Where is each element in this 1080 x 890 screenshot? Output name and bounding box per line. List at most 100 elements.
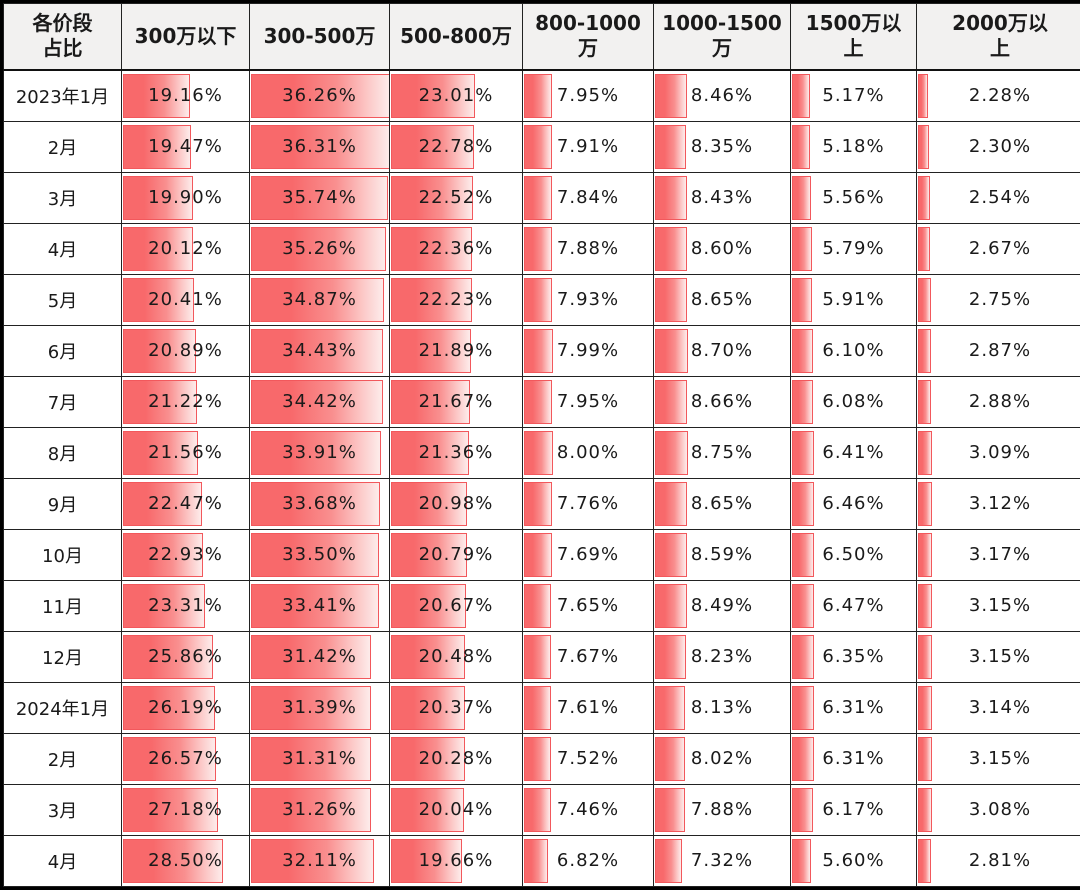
value-cell: 8.00% xyxy=(522,426,654,479)
value-label: 5.17% xyxy=(822,85,885,107)
data-bar xyxy=(918,838,931,883)
data-bar xyxy=(123,226,194,271)
data-bar xyxy=(792,685,814,730)
value-label: 22.93% xyxy=(148,544,223,566)
data-bar xyxy=(655,481,688,526)
value-label: 20.12% xyxy=(148,238,223,260)
value-label: 21.89% xyxy=(418,340,494,362)
value-label: 3.12% xyxy=(968,493,1032,515)
month-cell: 2月 xyxy=(3,732,122,785)
table-row: 2月 26.57% 31.31% 20.28% 7.52% 8.02% 6.31% 3.15% xyxy=(3,732,1080,785)
value-label: 5.79% xyxy=(822,238,885,260)
value-cell: 22.23% xyxy=(389,273,523,326)
value-label: 20.37% xyxy=(418,697,494,719)
value-cell: 5.17% xyxy=(790,69,917,122)
value-cell: 3.14% xyxy=(916,681,1080,734)
value-cell: 7.88% xyxy=(653,783,791,836)
data-bar xyxy=(251,430,381,475)
value-label: 19.90% xyxy=(148,187,223,209)
data-bar xyxy=(792,736,814,781)
data-bar xyxy=(251,583,379,628)
value-label: 7.95% xyxy=(556,391,620,413)
data-bar xyxy=(524,634,552,679)
value-label: 3.14% xyxy=(968,697,1032,719)
value-label: 6.35% xyxy=(822,646,885,668)
value-cell: 6.10% xyxy=(790,324,917,377)
data-bar xyxy=(918,685,933,730)
value-label: 22.52% xyxy=(418,187,494,209)
value-label: 8.75% xyxy=(690,442,754,464)
value-cell: 8.23% xyxy=(653,630,791,683)
value-cell: 7.76% xyxy=(522,477,654,530)
value-label: 8.60% xyxy=(690,238,754,260)
data-bar xyxy=(655,736,686,781)
value-label: 7.65% xyxy=(556,595,620,617)
value-cell: 7.91% xyxy=(522,120,654,173)
value-label: 34.43% xyxy=(282,340,357,362)
value-cell: 8.49% xyxy=(653,579,791,632)
value-cell: 8.70% xyxy=(653,324,791,377)
value-label: 33.41% xyxy=(282,595,357,617)
month-cell: 2023年1月 xyxy=(3,69,122,122)
value-cell: 6.08% xyxy=(790,375,917,428)
data-bar xyxy=(391,328,471,373)
value-cell: 7.52% xyxy=(522,732,654,785)
value-label: 3.15% xyxy=(968,748,1032,770)
data-bar xyxy=(792,583,815,628)
data-bar xyxy=(123,838,223,883)
value-label: 22.23% xyxy=(418,289,494,311)
value-label: 7.69% xyxy=(556,544,620,566)
data-bar xyxy=(251,481,380,526)
value-label: 31.42% xyxy=(282,646,357,668)
value-label: 31.39% xyxy=(282,697,357,719)
data-bar xyxy=(524,481,552,526)
data-bar xyxy=(123,175,193,220)
data-bar xyxy=(524,124,553,169)
data-bar xyxy=(251,328,383,373)
value-cell: 20.12% xyxy=(121,222,250,275)
value-cell: 3.15% xyxy=(916,732,1080,785)
value-label: 36.31% xyxy=(282,136,357,158)
table-row: 7月 21.22% 34.42% 21.67% 7.95% 8.66% 6.08% 2.88% xyxy=(3,375,1080,428)
table-row: 4月 28.50% 32.11% 19.66% 6.82% 7.32% 5.60% 2.81% xyxy=(3,834,1080,888)
value-label: 21.22% xyxy=(148,391,223,413)
value-label: 22.36% xyxy=(418,238,494,260)
value-cell: 19.47% xyxy=(121,120,250,173)
value-cell: 19.66% xyxy=(389,834,523,888)
data-bar xyxy=(123,73,191,118)
table-row: 9月 22.47% 33.68% 20.98% 7.76% 8.65% 6.46% 3.12% xyxy=(3,477,1080,530)
data-bar xyxy=(655,634,686,679)
data-bar xyxy=(251,532,380,577)
value-cell: 19.16% xyxy=(121,69,250,122)
value-label: 20.04% xyxy=(418,799,494,821)
value-cell: 6.82% xyxy=(522,834,654,888)
value-label: 19.47% xyxy=(148,136,223,158)
value-cell: 8.59% xyxy=(653,528,791,581)
table-row: 2024年1月 26.19% 31.39% 20.37% 7.61% 8.13% 6.31%… xyxy=(3,681,1080,734)
data-bar xyxy=(251,73,389,118)
data-bar xyxy=(251,226,386,271)
value-cell: 6.31% xyxy=(790,681,917,734)
value-cell: 3.15% xyxy=(916,579,1080,632)
value-label: 32.11% xyxy=(282,850,357,872)
value-cell: 2.87% xyxy=(916,324,1080,377)
value-cell: 3.09% xyxy=(916,426,1080,479)
month-cell: 6月 xyxy=(3,324,122,377)
value-label: 7.88% xyxy=(556,238,620,260)
data-bar xyxy=(524,277,553,322)
month-cell: 8月 xyxy=(3,426,122,479)
data-bar xyxy=(792,634,814,679)
data-bar xyxy=(123,379,198,424)
data-bar xyxy=(251,838,374,883)
value-label: 8.65% xyxy=(690,289,754,311)
value-cell: 31.26% xyxy=(249,783,390,836)
value-cell: 34.42% xyxy=(249,375,390,428)
value-label: 20.89% xyxy=(148,340,223,362)
value-cell: 20.37% xyxy=(389,681,523,734)
data-bar xyxy=(251,379,383,424)
data-bar xyxy=(391,583,467,628)
data-bar xyxy=(655,277,688,322)
data-bar xyxy=(792,787,814,832)
value-label: 35.26% xyxy=(282,238,357,260)
